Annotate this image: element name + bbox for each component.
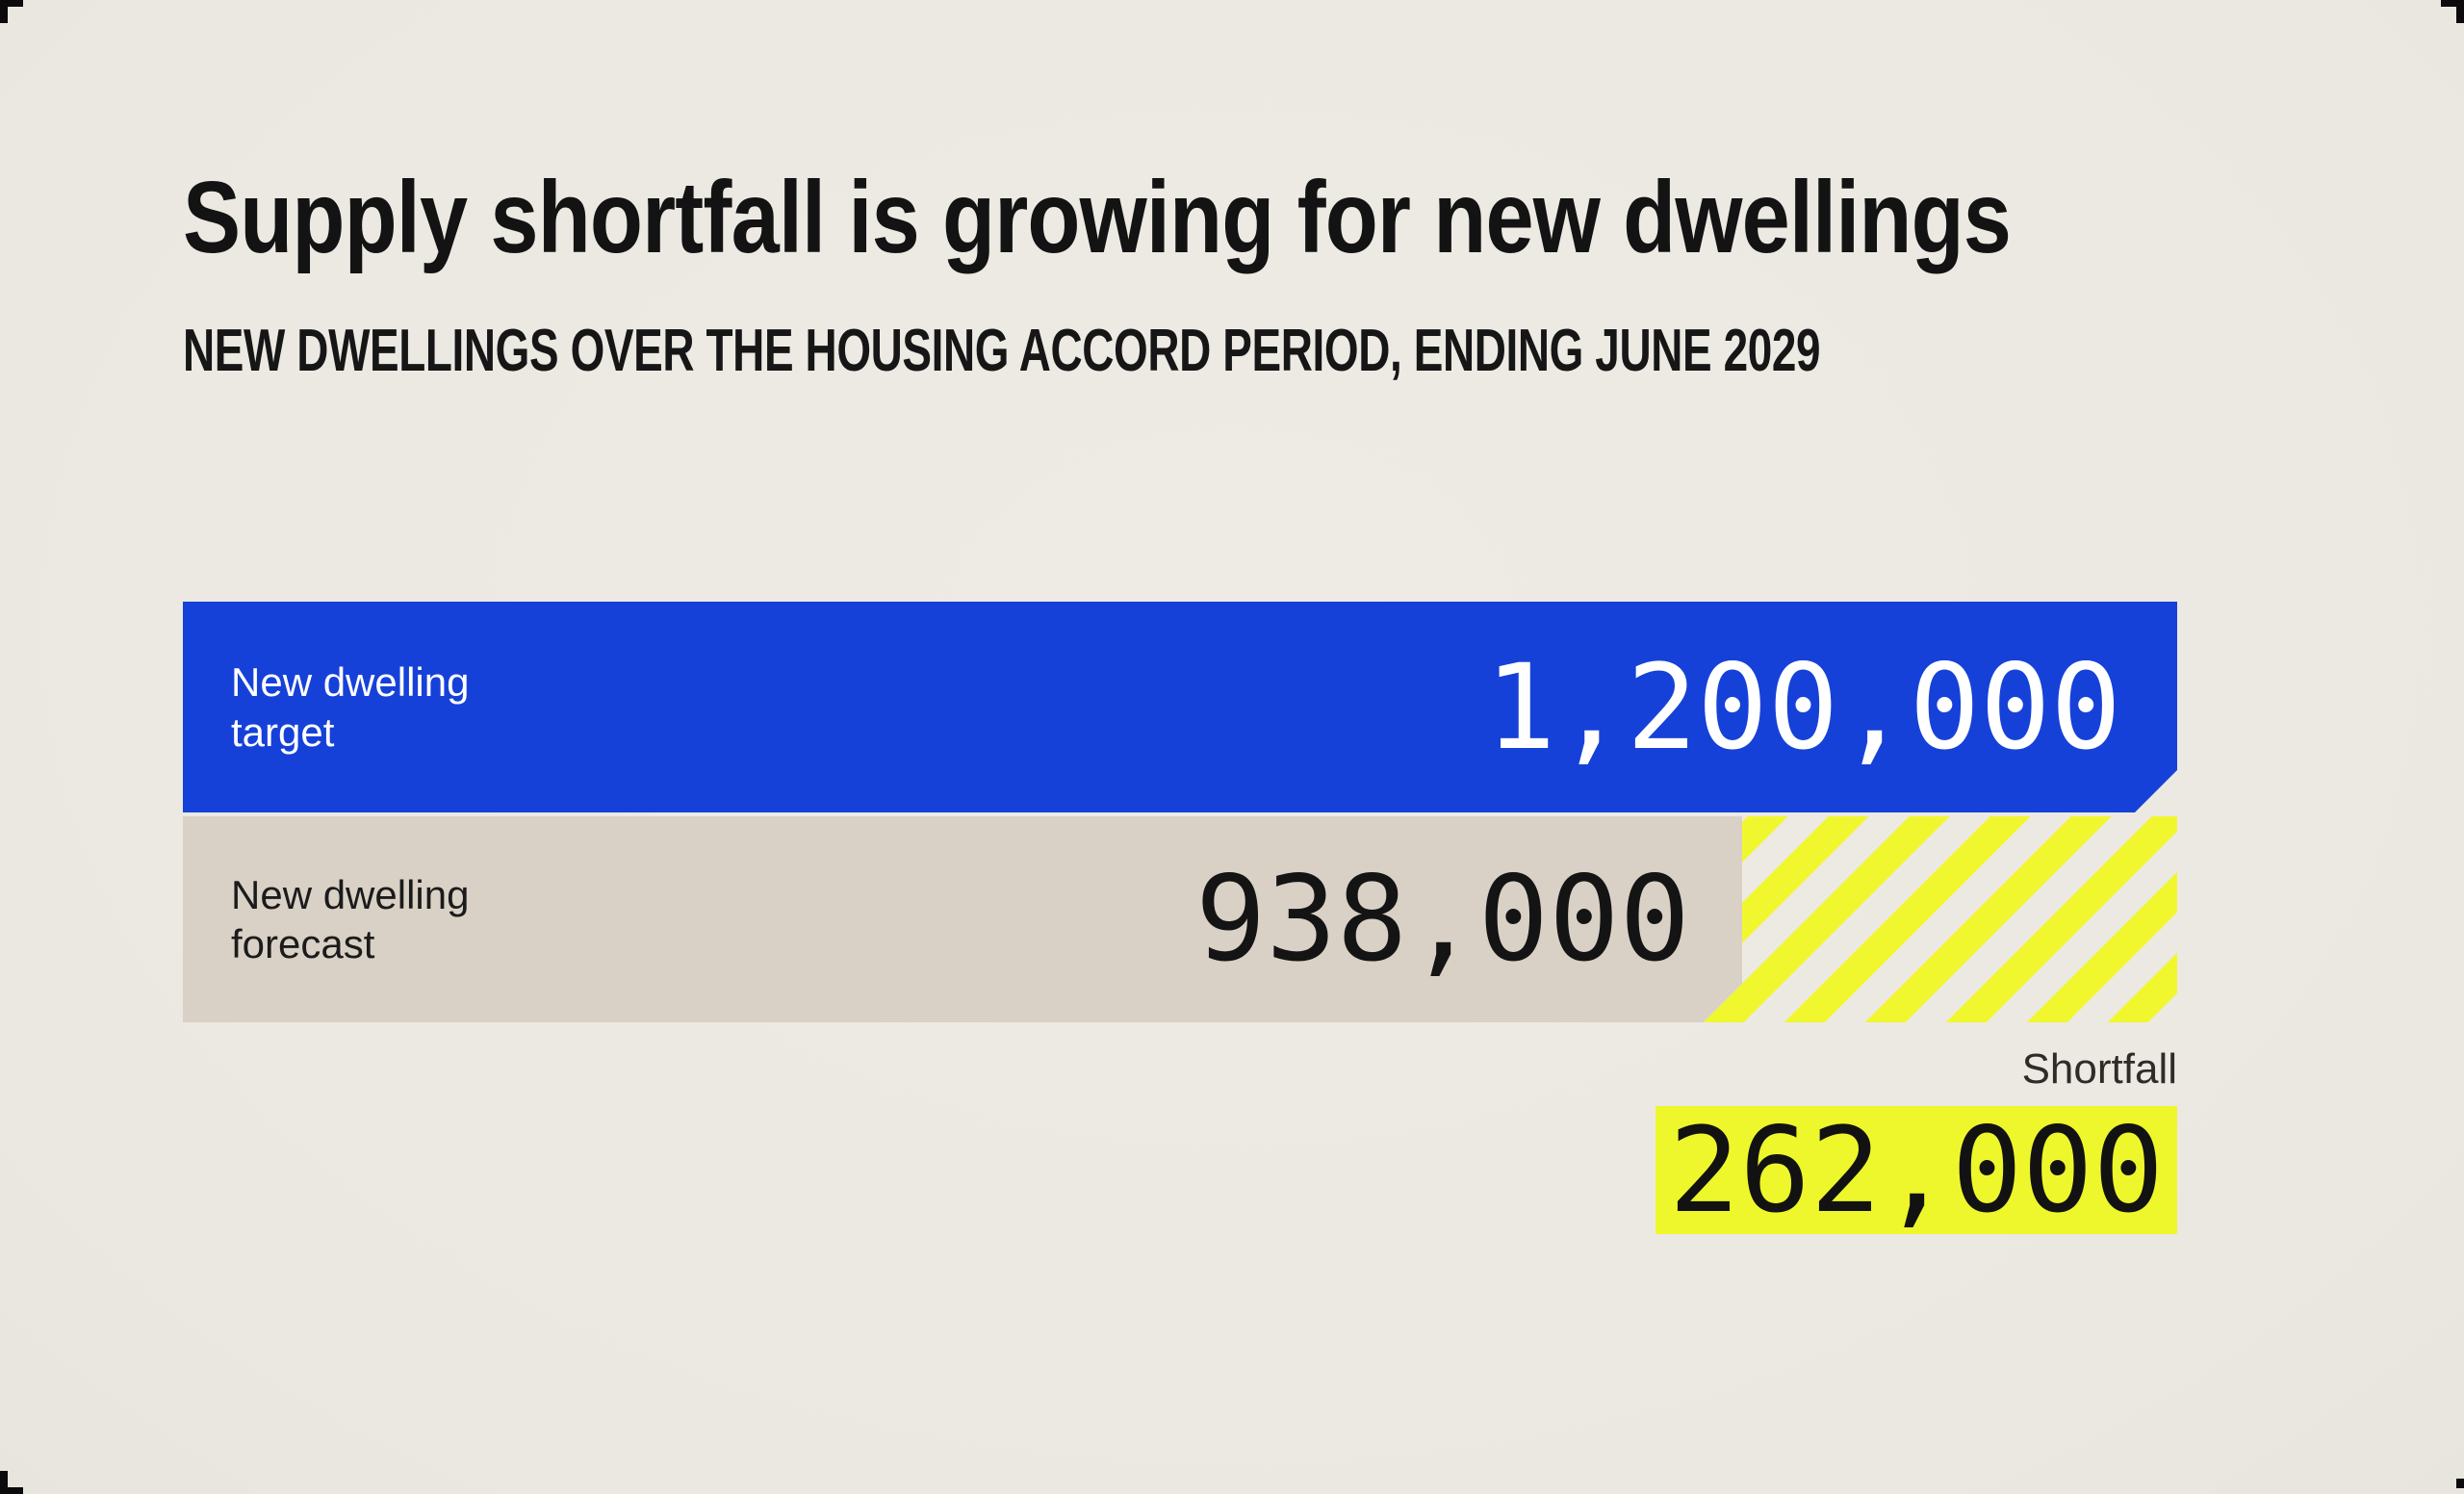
target-bar-label-line2: target xyxy=(231,708,335,755)
corner-mark-top-right-vertical xyxy=(2456,0,2464,23)
corner-mark-bottom-right xyxy=(2456,1479,2464,1488)
forecast-bar-label-line1: New dwelling xyxy=(231,871,470,917)
corner-mark-top-left-vertical xyxy=(0,0,8,23)
chart-subtitle: NEW DWELLINGS OVER THE HOUSING ACCORD PE… xyxy=(183,318,1821,384)
shortfall-value-highlight: 262,000 xyxy=(1656,1106,2177,1234)
corner-mark-top-right-horizontal xyxy=(2441,0,2464,7)
corner-mark-top-left-horizontal xyxy=(0,0,23,7)
forecast-bar-label-line2: forecast xyxy=(231,921,375,966)
page-title: Supply shortfall is growing for new dwel… xyxy=(183,161,2012,274)
corner-mark-bottom-left-horizontal xyxy=(0,1487,23,1494)
shortfall-label: Shortfall xyxy=(2021,1045,2177,1093)
forecast-bar: New dwelling forecast 938,000 xyxy=(183,816,1742,1022)
target-bar: New dwelling target 1,200,000 xyxy=(183,602,2177,812)
forecast-bar-label: New dwelling forecast xyxy=(183,870,469,968)
target-bar-label: New dwelling target xyxy=(183,657,469,756)
target-bar-label-line1: New dwelling xyxy=(231,659,470,706)
forecast-bar-value: 938,000 xyxy=(1194,851,1690,988)
target-bar-value: 1,200,000 xyxy=(1484,638,2121,776)
shortfall-stripes-pattern xyxy=(1704,816,2177,1022)
corner-mark-bottom-left-vertical xyxy=(0,1471,8,1494)
shortfall-value: 262,000 xyxy=(1668,1101,2165,1239)
